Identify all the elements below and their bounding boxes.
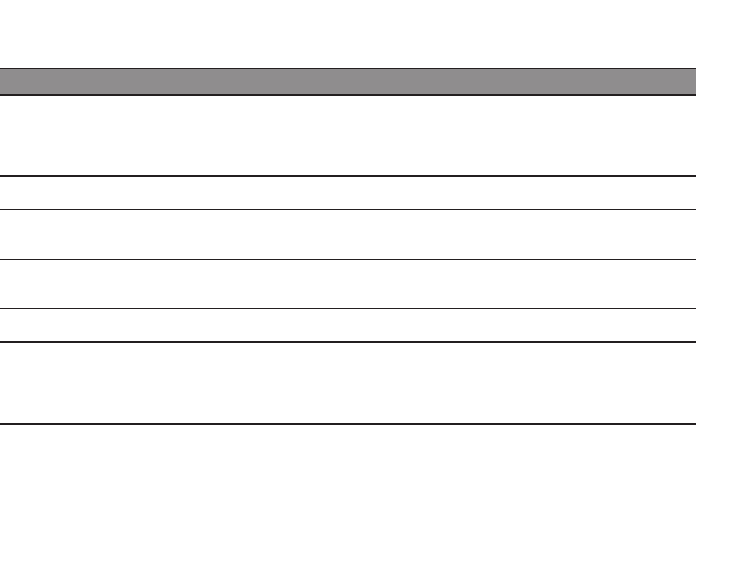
- row-divider: [0, 209, 696, 210]
- row-divider: [0, 341, 696, 343]
- row-divider: [0, 259, 696, 260]
- table-bottom-rule: [0, 423, 696, 425]
- empty-table: [0, 68, 696, 425]
- row-divider: [0, 308, 696, 309]
- table-header-row: [0, 68, 696, 96]
- row-divider: [0, 175, 696, 177]
